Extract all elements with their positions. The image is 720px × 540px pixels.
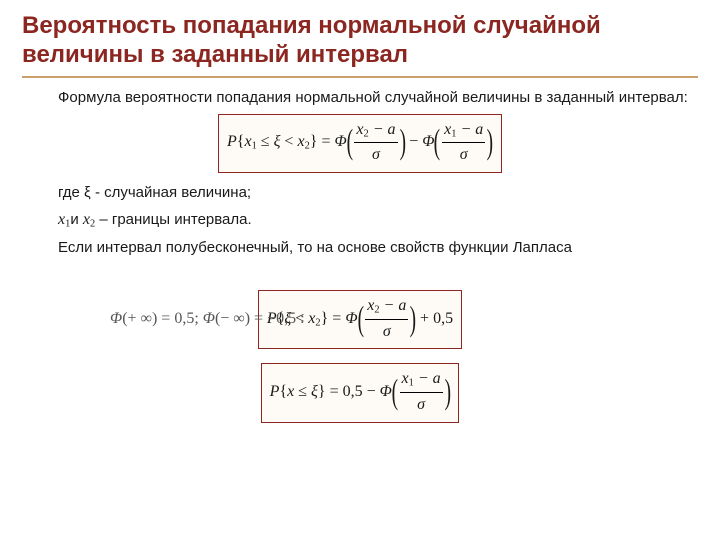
sym-P: P bbox=[227, 133, 237, 150]
f1-num-a: − a bbox=[369, 121, 396, 138]
formula-ge: P{x ≤ ξ} = 0,5 − Φ(x1 − aσ) bbox=[270, 383, 451, 400]
lt-frac: x2 − aσ bbox=[365, 295, 408, 342]
lt-Phi: Φ bbox=[345, 310, 357, 327]
ge-le: ≤ bbox=[294, 383, 311, 400]
bounds-and: и bbox=[70, 211, 83, 228]
formula-main: P{x1 ≤ ξ < x2} = Φ(x2 − aσ) − Φ(x1 − aσ) bbox=[227, 133, 493, 150]
lt-na: − a bbox=[380, 297, 407, 314]
f1-den: σ bbox=[354, 142, 397, 166]
ge-den: σ bbox=[400, 392, 443, 416]
lp-v2: −0,5 bbox=[267, 310, 296, 327]
ge-P: P bbox=[270, 383, 280, 400]
sym-Phi1: Φ bbox=[334, 133, 346, 150]
bounds-x1: x1 bbox=[58, 211, 70, 228]
lp-v1: 0,5 bbox=[174, 310, 194, 327]
intro-paragraph: Формула вероятности попадания нормальной… bbox=[22, 88, 698, 108]
sym-x1: x bbox=[244, 133, 251, 150]
frac2: x1 − aσ bbox=[442, 119, 485, 166]
slide-title: Вероятность попадания нормальной случайн… bbox=[22, 12, 698, 70]
bx2: x bbox=[83, 211, 90, 228]
f2-den: σ bbox=[442, 142, 485, 166]
halfinf-text: Если интервал полубесконечный, то на осн… bbox=[58, 239, 572, 256]
lp-eq2: = bbox=[250, 310, 267, 327]
where-paragraph: где ξ - случайная величина; bbox=[22, 183, 698, 203]
f2-num-a: − a bbox=[456, 121, 483, 138]
sym-Phi2: Φ bbox=[422, 133, 434, 150]
title-divider bbox=[22, 76, 698, 78]
sym-le: ≤ bbox=[257, 133, 274, 150]
ge-rb: } bbox=[318, 383, 326, 400]
halfinf-paragraph: Если интервал полубесконечный, то на осн… bbox=[22, 238, 698, 258]
sym-eq: = bbox=[317, 133, 334, 150]
formula-ge-wrap: P{x ≤ ξ} = 0,5 − Φ(x1 − aσ) bbox=[22, 363, 698, 422]
lt-eq: = bbox=[328, 310, 345, 327]
formula-ge-box: P{x ≤ ξ} = 0,5 − Φ(x1 − aσ) bbox=[261, 363, 460, 422]
spacer bbox=[22, 264, 698, 286]
ge-frac: x1 − aσ bbox=[400, 368, 443, 415]
lp-ninf: − ∞ bbox=[220, 310, 244, 327]
ge-lb: { bbox=[279, 383, 287, 400]
bounds-suffix: – границы интервала. bbox=[95, 211, 252, 228]
lp-colon: : bbox=[296, 310, 304, 327]
ge-nx: x bbox=[402, 370, 409, 387]
body: Формула вероятности попадания нормальной… bbox=[22, 88, 698, 423]
frac1: x2 − aσ bbox=[354, 119, 397, 166]
ge-Phi: Φ bbox=[380, 383, 392, 400]
lp-Phi1: Φ bbox=[110, 310, 122, 327]
bounds-paragraph: x1и x2 – границы интервала. bbox=[22, 209, 698, 232]
ge-xi: ξ bbox=[311, 383, 318, 400]
bounds-x2: x2 bbox=[83, 211, 95, 228]
slide: Вероятность попадания нормальной случайн… bbox=[0, 0, 720, 540]
lt-plus: + 0,5 bbox=[416, 310, 453, 327]
lp-sep: ; bbox=[194, 310, 202, 327]
sym-minus: − bbox=[405, 133, 422, 150]
lp-pinf: + ∞ bbox=[128, 310, 152, 327]
lp-Phi2: Φ bbox=[203, 310, 215, 327]
f1-num-x: x bbox=[356, 121, 363, 138]
ge-na: − a bbox=[414, 370, 441, 387]
sym-lt: < bbox=[280, 133, 297, 150]
formula-main-box: P{x1 ≤ ξ < x2} = Φ(x2 − aσ) − Φ(x1 − aσ) bbox=[218, 114, 502, 173]
lp-eq1: = bbox=[157, 310, 174, 327]
laplace-props: Φ(+ ∞) = 0,5; Φ(− ∞) = −0,5 : bbox=[110, 308, 305, 330]
formula-main-wrap: P{x1 ≤ ξ < x2} = Φ(x2 − aσ) − Φ(x1 − aσ) bbox=[22, 114, 698, 173]
sym-x2: x bbox=[297, 133, 304, 150]
ge-eq: = 0,5 − bbox=[326, 383, 380, 400]
lt-den: σ bbox=[365, 319, 408, 343]
